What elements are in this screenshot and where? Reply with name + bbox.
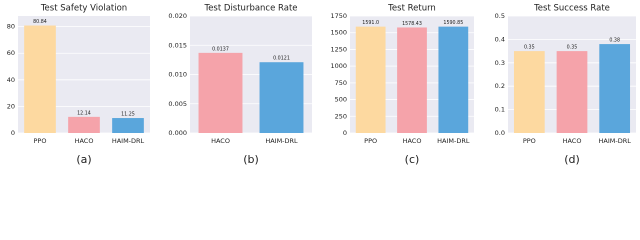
y-tick-label: 500 [335, 96, 347, 104]
y-tick-label: 20 [7, 102, 15, 110]
figure: Test Safety Violation (a) 0 20 40 60 80 PPO 80.8… [7, 4, 636, 166]
y-tick-label: 0.1 [495, 106, 505, 114]
value-label: 1578.43 [402, 21, 422, 27]
x-tick-label: HACO [75, 137, 94, 145]
chart-title: Test Success Rate [533, 4, 610, 14]
y-tick-label: 0.3 [495, 59, 505, 67]
x-tick-label: HAIM-DRL [265, 137, 298, 145]
x-tick-label: PPO [523, 137, 536, 145]
y-tick-label: 80 [7, 23, 15, 31]
bar [438, 26, 469, 134]
subfigure-label: (c) [405, 153, 420, 166]
y-tick-label: 0.5 [495, 12, 505, 20]
chart-title: Test Return [387, 4, 436, 14]
y-tick-label: 0 [343, 129, 347, 137]
x-tick-label: HAIM-DRL [437, 137, 470, 145]
bar [397, 27, 427, 133]
subfigure-label: (d) [564, 153, 580, 166]
y-tick-label: 0.2 [495, 82, 505, 90]
bar [355, 26, 386, 133]
y-tick-label: 1000 [330, 62, 347, 70]
y-tick-label: 40 [7, 76, 15, 84]
value-label: 0.0137 [212, 46, 229, 52]
x-tick-label: HAIM-DRL [598, 137, 631, 145]
bar [259, 62, 304, 134]
y-tick-label: 0.020 [168, 12, 187, 20]
x-tick-label: PPO [34, 137, 47, 145]
x-tick-label: HACO [563, 137, 582, 145]
value-label: 0.38 [609, 38, 620, 44]
y-tick-label: 0.005 [168, 100, 187, 108]
value-label: 1591.0 [362, 20, 379, 26]
subfigure-label: (b) [243, 153, 259, 166]
y-tick-label: 0.0 [495, 129, 505, 137]
value-label: 11.25 [121, 112, 135, 118]
bar [513, 51, 545, 133]
value-label: 80.84 [33, 19, 47, 25]
value-label: 0.35 [567, 45, 578, 51]
y-tick-label: 0.000 [168, 129, 187, 137]
bar [556, 51, 588, 133]
y-tick-label: 250 [335, 112, 347, 120]
value-label: 1590.85 [443, 20, 463, 26]
x-tick-label: HACO [211, 137, 230, 145]
bar [198, 52, 243, 134]
y-tick-label: 0.4 [495, 35, 505, 43]
chart-title: Test Safety Violation [40, 4, 127, 14]
y-tick-label: 750 [335, 79, 347, 87]
chart-title: Test Disturbance Rate [203, 4, 297, 14]
y-tick-label: 60 [7, 49, 15, 57]
x-tick-label: PPO [364, 137, 377, 145]
value-label: 0.35 [524, 45, 535, 51]
bar [112, 118, 144, 133]
subfigure-label: (a) [76, 153, 91, 166]
value-label: 12.14 [77, 110, 91, 116]
y-tick-label: 0.015 [168, 41, 187, 49]
bar [68, 116, 100, 133]
bar [599, 44, 631, 133]
y-tick-label: 1250 [330, 45, 347, 53]
bar [24, 25, 56, 133]
value-label: 0.0121 [273, 56, 290, 62]
y-tick-label: 0 [11, 129, 15, 137]
y-tick-label: 1750 [330, 12, 347, 20]
x-tick-label: HACO [403, 137, 422, 145]
y-tick-label: 0.010 [168, 71, 187, 79]
x-tick-label: HAIM-DRL [112, 137, 145, 145]
y-tick-label: 1500 [330, 29, 347, 37]
